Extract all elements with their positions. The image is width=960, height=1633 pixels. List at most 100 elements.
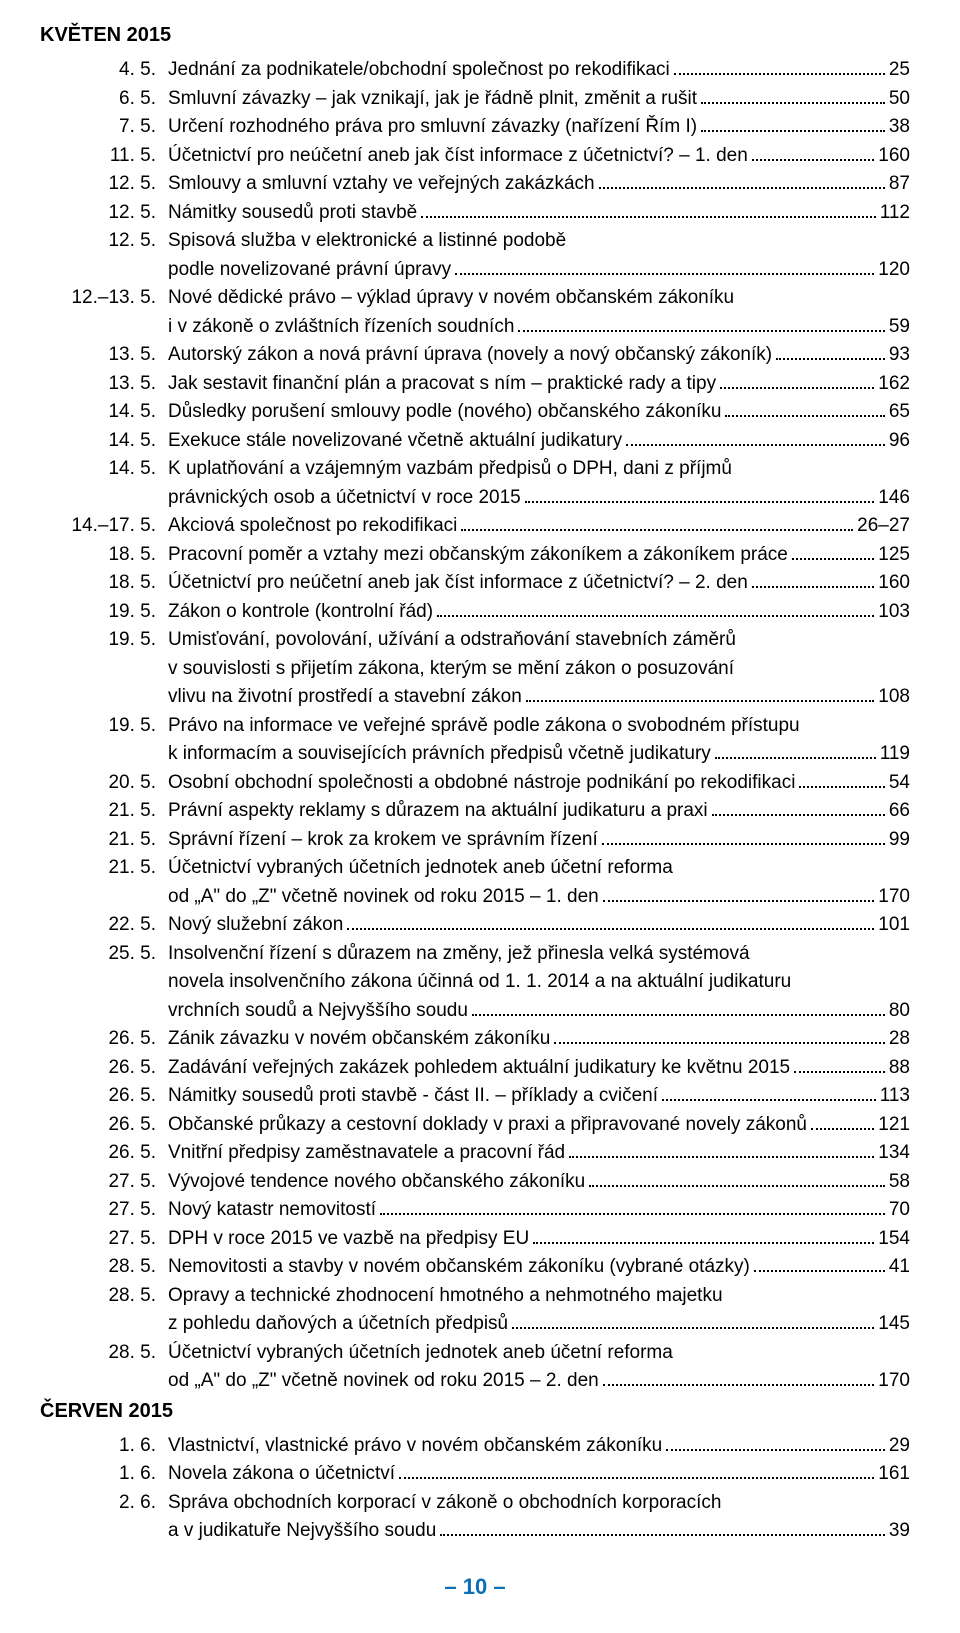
entry-page: 96 — [889, 427, 910, 456]
entry-page: 99 — [889, 826, 910, 855]
entry-page: 66 — [889, 797, 910, 826]
entry-date: 7. 5. — [40, 113, 168, 142]
entry-description: K uplatňování a vzájemným vazbám předpis… — [168, 455, 910, 512]
entry-date: 19. 5. — [40, 712, 168, 741]
entry-description: Účetnictví vybraných účetních jednotek a… — [168, 1339, 910, 1396]
entry-text-line: Účetnictví vybraných účetních jednotek a… — [168, 854, 910, 883]
entry-last-line: Pracovní poměr a vztahy mezi občanským z… — [168, 541, 910, 570]
entry-text: Námitky sousedů proti stavbě — [168, 199, 417, 228]
entry-last-line: Právní aspekty reklamy s důrazem na aktu… — [168, 797, 910, 826]
entry-text: Vývojové tendence nového občanského záko… — [168, 1168, 585, 1197]
entry-page: 38 — [889, 113, 910, 142]
entry-page: 88 — [889, 1054, 910, 1083]
entry-text-line: K uplatňování a vzájemným vazbám předpis… — [168, 455, 910, 484]
entry-text: od „A" do „Z" včetně novinek od roku 201… — [168, 883, 599, 912]
toc-content: KVĚTEN 20154. 5.Jednání za podnikatele/o… — [40, 20, 910, 1546]
entry-description: Vývojové tendence nového občanského záko… — [168, 1168, 910, 1197]
leader-dots — [518, 330, 884, 332]
entry-last-line: od „A" do „Z" včetně novinek od roku 201… — [168, 1367, 910, 1396]
toc-entry: 4. 5.Jednání za podnikatele/obchodní spo… — [40, 56, 910, 85]
entry-last-line: Zadávání veřejných zakázek pohledem aktu… — [168, 1054, 910, 1083]
entry-description: Nový služební zákon101 — [168, 911, 910, 940]
entry-date: 13. 5. — [40, 370, 168, 399]
toc-entry: 14. 5.Důsledky porušení smlouvy podle (n… — [40, 398, 910, 427]
entry-last-line: Vlastnictví, vlastnické právo v novém ob… — [168, 1432, 910, 1461]
entry-date: 12. 5. — [40, 227, 168, 256]
toc-entry: 21. 5.Právní aspekty reklamy s důrazem n… — [40, 797, 910, 826]
toc-entry: 12. 5.Smlouvy a smluvní vztahy ve veřejn… — [40, 170, 910, 199]
entry-date: 20. 5. — [40, 769, 168, 798]
entry-last-line: Námitky sousedů proti stavbě - část II. … — [168, 1082, 910, 1111]
entry-description: Jak sestavit finanční plán a pracovat s … — [168, 370, 910, 399]
entry-text-line: Opravy a technické zhodnocení hmotného a… — [168, 1282, 910, 1311]
entry-last-line: vlivu na životní prostředí a stavební zá… — [168, 683, 910, 712]
entry-text-line: Umisťování, povolování, užívání a odstra… — [168, 626, 910, 655]
entry-last-line: Akciová společnost po rekodifikaci26–27 — [168, 512, 910, 541]
leader-dots — [715, 757, 876, 759]
entry-description: Osobní obchodní společnosti a obdobné ná… — [168, 769, 910, 798]
entry-text: Účetnictví pro neúčetní aneb jak číst in… — [168, 569, 748, 598]
entry-page: 121 — [878, 1111, 910, 1140]
entry-description: Jednání za podnikatele/obchodní společno… — [168, 56, 910, 85]
toc-entry: 14. 5.K uplatňování a vzájemným vazbám p… — [40, 455, 910, 512]
entry-page: 112 — [880, 199, 910, 228]
toc-entry: 26. 5.Vnitřní předpisy zaměstnavatele a … — [40, 1139, 910, 1168]
entry-text: Nový katastr nemovitostí — [168, 1196, 376, 1225]
toc-entry: 27. 5.Nový katastr nemovitostí 70 — [40, 1196, 910, 1225]
entry-description: Občanské průkazy a cestovní doklady v pr… — [168, 1111, 910, 1140]
entry-page: 87 — [889, 170, 910, 199]
entry-date: 27. 5. — [40, 1196, 168, 1225]
leader-dots — [725, 415, 884, 417]
entry-last-line: Občanské průkazy a cestovní doklady v pr… — [168, 1111, 910, 1140]
entry-date: 27. 5. — [40, 1225, 168, 1254]
entry-text: Nový služební zákon — [168, 911, 343, 940]
entry-description: Námitky sousedů proti stavbě 112 — [168, 199, 910, 228]
entry-page: 161 — [878, 1460, 910, 1489]
toc-entry: 1. 6.Vlastnictví, vlastnické právo v nov… — [40, 1432, 910, 1461]
entry-text: a v judikatuře Nejvyššího soudu — [168, 1517, 436, 1546]
entry-last-line: vrchních soudů a Nejvyššího soudu80 — [168, 997, 910, 1026]
entry-description: Zákon o kontrole (kontrolní řád)103 — [168, 598, 910, 627]
month-header: ČERVEN 2015 — [40, 1396, 910, 1426]
entry-description: Exekuce stále novelizované včetně aktuál… — [168, 427, 910, 456]
entry-date: 19. 5. — [40, 626, 168, 655]
entry-last-line: Jednání za podnikatele/obchodní společno… — [168, 56, 910, 85]
toc-entry: 12. 5.Námitky sousedů proti stavbě112 — [40, 199, 910, 228]
leader-dots — [752, 159, 874, 161]
entry-description: Smlouvy a smluvní vztahy ve veřejných za… — [168, 170, 910, 199]
entry-text-line: novela insolvenčního zákona účinná od 1.… — [168, 968, 910, 997]
toc-entry: 28. 5.Účetnictví vybraných účetních jedn… — [40, 1339, 910, 1396]
leader-dots — [569, 1156, 874, 1158]
entry-description: Insolvenční řízení s důrazem na změny, j… — [168, 940, 910, 1026]
toc-entry: 22. 5.Nový služební zákon101 — [40, 911, 910, 940]
entry-date: 2. 6. — [40, 1489, 168, 1518]
entry-text: Autorský zákon a nová právní úprava (nov… — [168, 341, 772, 370]
toc-entry: 19. 5.Právo na informace ve veřejné sprá… — [40, 712, 910, 769]
leader-dots — [525, 501, 875, 503]
entry-description: Nemovitosti a stavby v novém občanském z… — [168, 1253, 910, 1282]
entry-description: Určení rozhodného práva pro smluvní záva… — [168, 113, 910, 142]
entry-text-line: Správa obchodních korporací v zákoně o o… — [168, 1489, 910, 1518]
entry-text: Novela zákona o účetnictví — [168, 1460, 395, 1489]
entry-page: 70 — [889, 1196, 910, 1225]
entry-text: Jak sestavit finanční plán a pracovat s … — [168, 370, 716, 399]
entry-text-line: Právo na informace ve veřejné správě pod… — [168, 712, 910, 741]
leader-dots — [437, 615, 874, 617]
toc-entry: 2. 6.Správa obchodních korporací v zákon… — [40, 1489, 910, 1546]
leader-dots — [603, 900, 875, 902]
entry-text: Účetnictví pro neúčetní aneb jak číst in… — [168, 142, 748, 171]
entry-page: 170 — [878, 1367, 910, 1396]
entry-description: Smluvní závazky – jak vznikají, jak je ř… — [168, 85, 910, 114]
entry-last-line: k informacím a souvisejících právních př… — [168, 740, 910, 769]
entry-page: 65 — [889, 398, 910, 427]
entry-description: Zánik závazku v novém občanském zákoníku… — [168, 1025, 910, 1054]
toc-entry: 28. 5.Opravy a technické zhodnocení hmot… — [40, 1282, 910, 1339]
entry-text: Zadávání veřejných zakázek pohledem aktu… — [168, 1054, 790, 1083]
entry-date: 28. 5. — [40, 1282, 168, 1311]
leader-dots — [602, 843, 885, 845]
entry-page: 29 — [889, 1432, 910, 1461]
entry-text: Zákon o kontrole (kontrolní řád) — [168, 598, 433, 627]
entry-last-line: Zákon o kontrole (kontrolní řád)103 — [168, 598, 910, 627]
entry-date: 26. 5. — [40, 1111, 168, 1140]
entry-date: 28. 5. — [40, 1253, 168, 1282]
